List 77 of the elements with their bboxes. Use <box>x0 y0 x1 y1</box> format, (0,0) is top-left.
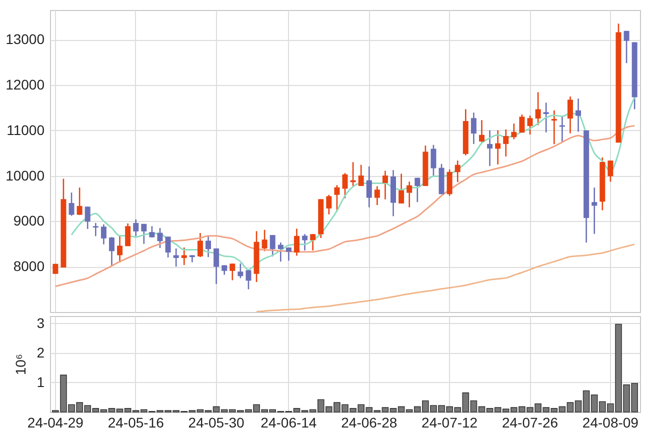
candlestick <box>342 172 348 199</box>
candlestick <box>117 236 123 264</box>
candlestick <box>238 262 244 279</box>
y-tick-label: 13000 <box>6 31 45 48</box>
candlestick <box>551 110 557 145</box>
candlestick <box>326 194 332 216</box>
candlestick <box>68 192 74 216</box>
x-tick-label: 24-07-12 <box>422 414 478 430</box>
candlestick <box>133 218 139 237</box>
candlestick <box>503 128 509 158</box>
candlestick <box>100 224 106 245</box>
y-tick-label: 8000 <box>13 258 45 274</box>
candlestick <box>358 164 364 187</box>
candlestick <box>197 232 203 258</box>
x-tick-label: 24-05-30 <box>188 414 245 430</box>
candlestick <box>206 235 212 258</box>
candlestick <box>286 246 292 262</box>
candlestick <box>567 96 573 134</box>
candlestick <box>181 246 187 266</box>
candlestick <box>535 92 541 126</box>
candlestick <box>414 177 420 203</box>
candlestick <box>230 262 236 281</box>
candlestick <box>157 227 163 249</box>
candlestick <box>165 236 171 258</box>
candlestick <box>76 186 82 216</box>
candlestick <box>262 229 268 252</box>
candlestick <box>527 114 533 136</box>
candlestick <box>398 173 404 204</box>
x-tick-label: 24-06-14 <box>260 414 317 430</box>
candlestick <box>478 119 484 144</box>
candlestick <box>278 242 284 262</box>
y-tick-label: 12000 <box>6 76 45 92</box>
x-tick-label: 24-04-29 <box>27 414 84 430</box>
candlestick <box>310 233 316 252</box>
candlestick <box>454 160 460 183</box>
y-tick-label: 9000 <box>13 212 45 229</box>
candlestick <box>511 122 517 140</box>
x-tick-label: 24-06-28 <box>341 414 398 430</box>
candlestick <box>270 234 276 258</box>
candlestick <box>222 264 228 276</box>
x-tick-label: 24-08-09 <box>582 414 639 430</box>
candlestick <box>302 233 308 252</box>
candlestick <box>430 144 436 176</box>
y-tick-label: 11000 <box>6 122 45 138</box>
candlestick <box>382 170 388 200</box>
candlestick <box>487 130 493 167</box>
y-tick-label: 3 <box>36 314 45 331</box>
candlestick <box>366 166 372 208</box>
y-tick-label: 10000 <box>6 167 45 184</box>
candlestick <box>608 160 614 182</box>
y-axis-title: 10⁶ <box>12 354 29 376</box>
candlestick <box>470 112 476 145</box>
candlestick <box>592 186 598 235</box>
x-tick-label: 24-05-16 <box>108 414 164 430</box>
candlestick <box>543 102 549 134</box>
candlestick <box>84 206 90 230</box>
candlestick <box>141 223 147 245</box>
candlestick <box>406 181 412 208</box>
x-tick-label: 24-07-26 <box>502 414 558 430</box>
candlestick <box>624 30 630 64</box>
candlestick <box>374 186 380 206</box>
candlestick <box>294 228 300 256</box>
candlestick <box>576 98 582 132</box>
candlestick <box>125 222 131 247</box>
candlestick <box>214 248 220 285</box>
candlestick <box>519 114 525 134</box>
candlestick <box>108 236 114 267</box>
candlestick <box>334 184 340 212</box>
y-tick-label: 2 <box>36 344 45 360</box>
y-tick-label: 1 <box>36 374 45 390</box>
line-series <box>54 125 636 288</box>
candlestick <box>246 270 252 290</box>
candlestick <box>446 168 452 196</box>
candlestick <box>92 222 98 237</box>
candlestick <box>173 248 179 268</box>
candlestick <box>495 130 501 166</box>
line-series <box>256 244 636 312</box>
